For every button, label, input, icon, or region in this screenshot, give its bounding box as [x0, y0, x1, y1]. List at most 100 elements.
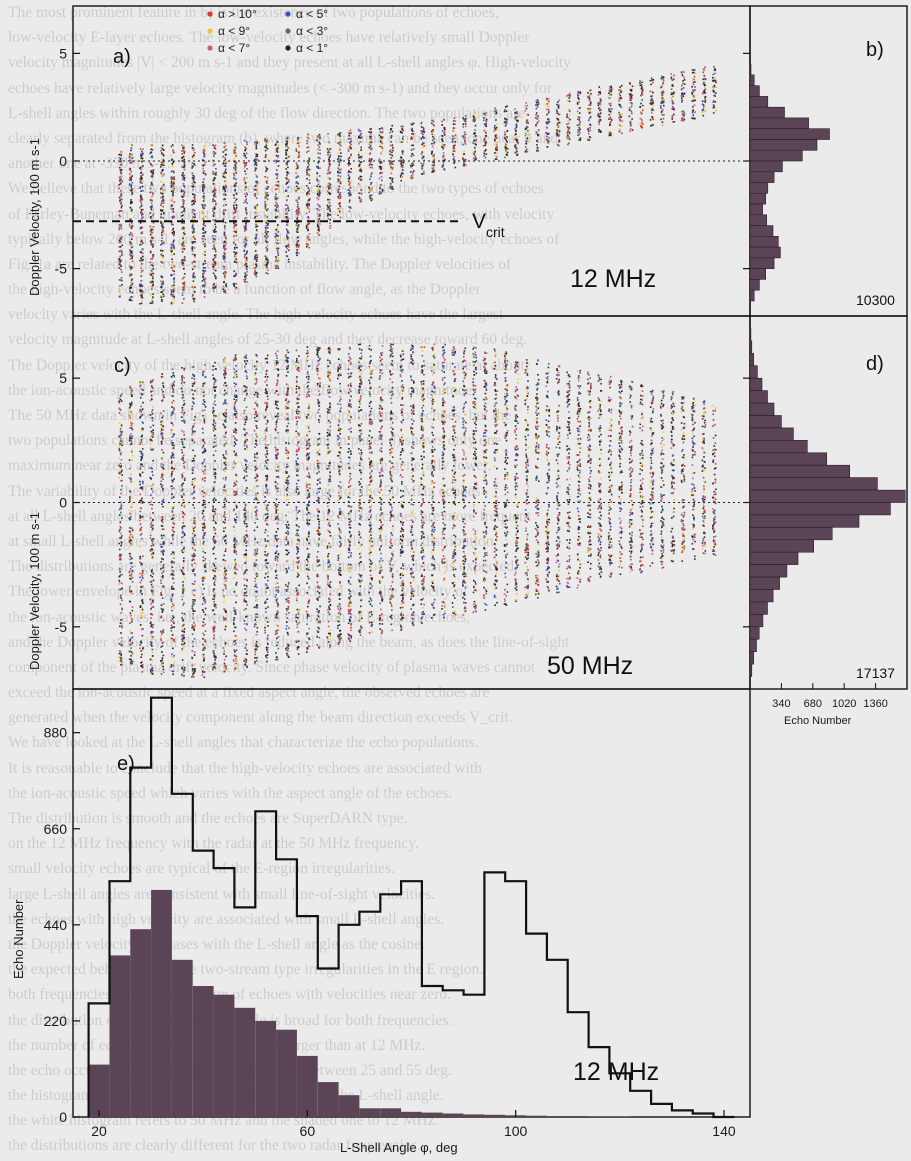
scatter-point: [308, 173, 310, 176]
scatter-point: [162, 255, 164, 257]
scatter-point: [119, 246, 122, 248]
scatter-point: [224, 192, 226, 195]
scatter-point: [369, 137, 371, 140]
scatter-point: [151, 281, 154, 283]
scatter-point: [546, 123, 549, 125]
scatter-point: [266, 194, 268, 196]
scatter-point: [139, 251, 142, 253]
scatter-point: [139, 499, 141, 502]
scatter-point: [652, 79, 655, 81]
scatter-point: [130, 421, 132, 424]
scatter-point: [152, 432, 154, 434]
scatter-point: [286, 204, 289, 207]
scatter-point: [131, 225, 134, 227]
scatter-point: [567, 138, 569, 140]
scatter-point: [629, 120, 632, 123]
scatter-point: [307, 229, 309, 232]
scatter-point: [121, 626, 123, 629]
scatter-point: [212, 200, 214, 203]
scatter-point: [150, 230, 153, 232]
scatter-point: [714, 79, 717, 82]
scatter-point: [275, 260, 277, 262]
background-text-line: on the 12 MHz frequency with the radar a…: [8, 835, 419, 853]
scatter-point: [223, 142, 226, 144]
scatter-point: [159, 286, 162, 288]
scatter-point: [608, 103, 610, 105]
scatter-point: [140, 459, 142, 461]
scatter-point: [131, 160, 134, 163]
scatter-point: [694, 89, 696, 91]
scatter-point: [295, 231, 298, 233]
scatter-point: [194, 194, 196, 196]
scatter-point: [182, 214, 184, 217]
scatter-point: [629, 99, 632, 101]
scatter-point: [318, 181, 321, 183]
scatter-point: [129, 189, 131, 192]
scatter-point: [295, 165, 298, 168]
scatter-point: [151, 174, 154, 176]
scatter-point: [671, 100, 674, 102]
scatter-point: [339, 192, 342, 194]
scatter-point: [298, 252, 300, 254]
scatter-point: [275, 264, 277, 267]
scatter-point: [213, 254, 216, 257]
scatter-point: [265, 233, 268, 236]
scatter-point: [150, 217, 153, 220]
scatter-point: [380, 146, 383, 148]
scatter-point: [192, 199, 194, 202]
scatter-point: [504, 131, 506, 133]
scatter-point: [192, 231, 194, 234]
scatter-point: [316, 139, 318, 142]
scatter-point: [347, 180, 350, 183]
scatter-point: [264, 264, 266, 266]
scatter-point: [340, 159, 342, 162]
scatter-point: [162, 473, 165, 476]
scatter-point: [120, 594, 122, 596]
scatter-point: [234, 260, 236, 263]
scatter-point: [152, 275, 154, 278]
scatter-point: [120, 170, 122, 172]
scatter-point: [567, 126, 570, 129]
scatter-point: [119, 215, 122, 218]
scatter-point: [235, 261, 238, 263]
scatter-point: [183, 284, 186, 286]
scatter-point: [326, 215, 329, 217]
scatter-point: [121, 249, 123, 251]
scatter-point: [140, 612, 142, 614]
scatter-point: [141, 500, 144, 503]
scatter-point: [129, 574, 131, 577]
scatter-point: [256, 192, 258, 195]
scatter-point: [630, 90, 633, 92]
scatter-point: [421, 157, 424, 160]
scatter-point: [255, 266, 257, 269]
scatter-point: [619, 88, 622, 90]
scatter-point: [266, 226, 269, 229]
scatter-point: [473, 117, 475, 119]
scatter-point: [275, 193, 277, 196]
scatter-point: [485, 125, 487, 127]
scatter-point: [150, 488, 153, 490]
scatter-point: [130, 185, 133, 187]
scatter-point: [183, 145, 186, 147]
scatter-point: [307, 238, 310, 241]
scatter-point: [378, 192, 381, 194]
scatter-point: [515, 123, 518, 126]
scatter-point: [212, 152, 214, 154]
scatter-point: [421, 154, 424, 157]
scatter-point: [181, 195, 183, 198]
scatter-point: [183, 210, 186, 212]
scatter-point: [163, 173, 165, 176]
scatter-point: [505, 146, 508, 149]
scatter-point: [347, 189, 350, 191]
scatter-point: [129, 490, 132, 493]
scatter-point: [598, 121, 600, 123]
scatter-point: [150, 282, 153, 284]
scatter-point: [255, 162, 257, 164]
scatter-point: [160, 192, 163, 194]
scatter-point: [608, 108, 610, 110]
scatter-point: [161, 193, 164, 195]
background-text-line: clearly separated from the histogram (b)…: [8, 129, 559, 147]
scatter-point: [191, 295, 194, 298]
scatter-point: [129, 243, 131, 246]
scatter-point: [233, 206, 235, 209]
